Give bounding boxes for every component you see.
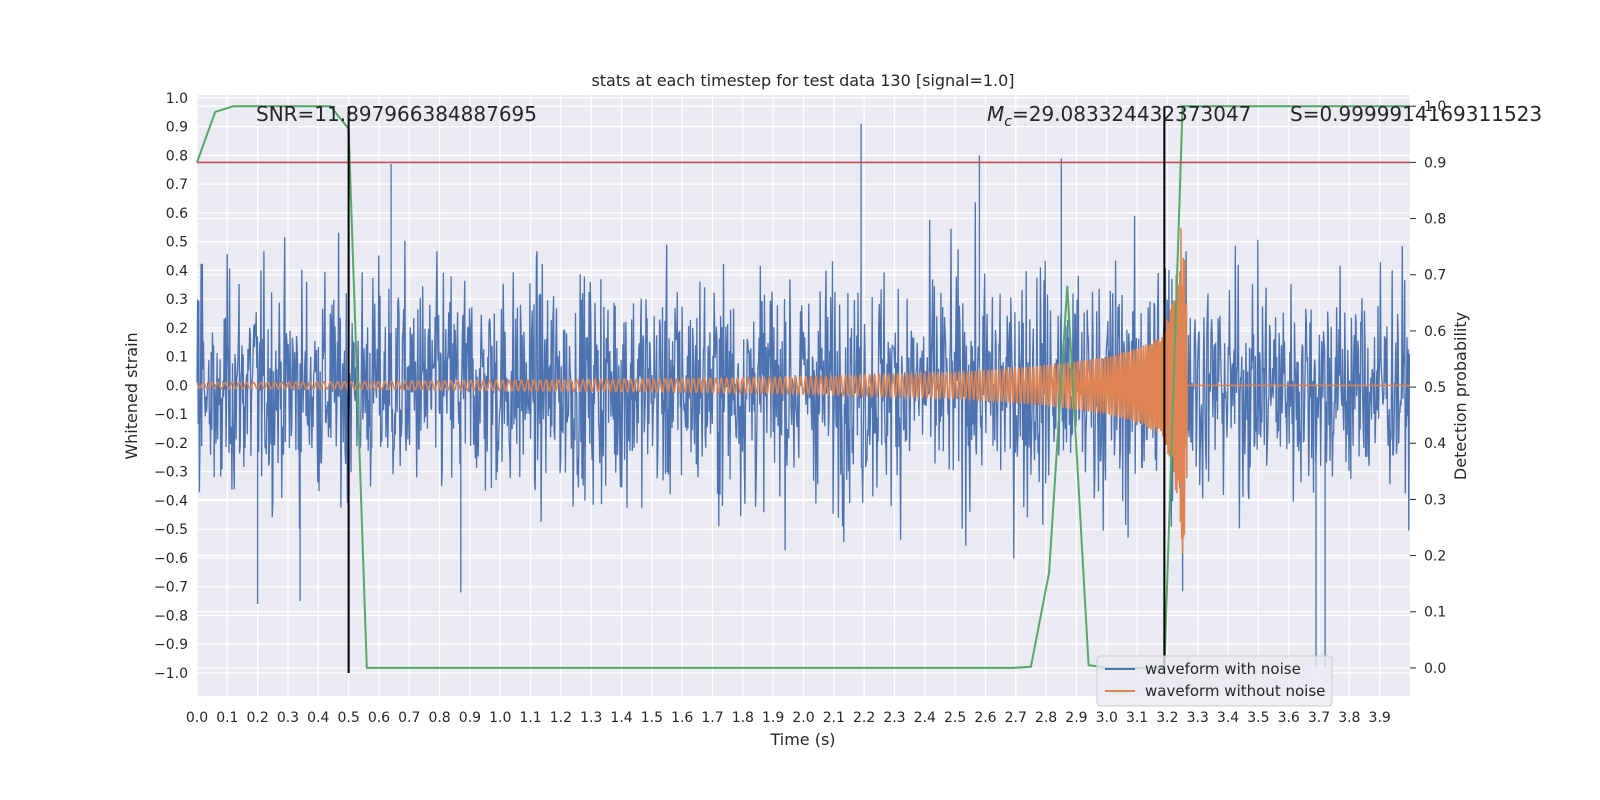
x-tick-label: 0.0: [186, 710, 208, 726]
x-tick-label: 2.0: [792, 710, 814, 726]
x-tick-label: 1.6: [671, 710, 693, 726]
y2-tick-label: 1.0: [1424, 99, 1446, 115]
y-tick-label: −0.6: [154, 551, 188, 567]
y-tick-label: −0.8: [154, 608, 188, 624]
chart-title: stats at each timestep for test data 130…: [591, 71, 1014, 90]
x-tick-label: 2.4: [914, 710, 936, 726]
y-tick-label: −0.3: [154, 465, 188, 481]
y2-tick-label: 0.5: [1424, 380, 1446, 396]
y-tick-label: −0.2: [154, 436, 188, 452]
x-tick-label: 3.2: [1156, 710, 1178, 726]
clean-waveform-line: [196, 228, 1410, 554]
legend-label-clean: waveform without noise: [1145, 682, 1325, 700]
x-tick-label: 0.8: [428, 710, 450, 726]
x-tick-label: 3.8: [1338, 710, 1360, 726]
x-tick-label: 0.4: [307, 710, 329, 726]
y-tick-label: −0.7: [154, 580, 188, 596]
x-tick-label: 1.5: [641, 710, 663, 726]
y-axis-label: Whitened strain: [122, 332, 141, 459]
detection-probability-series: [196, 105, 1410, 669]
y-tick-label: −0.1: [154, 407, 188, 423]
chirp-mass-annotation: Mc=29.083324432373047: [987, 102, 1251, 130]
x-tick-label: 2.6: [974, 710, 996, 726]
y2-tick-label: 0.7: [1424, 268, 1446, 284]
y-tick-label: 0.5: [166, 235, 188, 251]
x-tick-label: 1.9: [762, 710, 784, 726]
x-tick-label: 1.2: [550, 710, 572, 726]
y2-tick-labels: 1.0 0.9 0.8 0.7 0.6 0.5 0.4 0.3 0.2 0.1 0.0: [1410, 99, 1446, 677]
y-tick-label: 0.3: [166, 292, 188, 308]
y-tick-label: −0.5: [154, 522, 188, 538]
y-tick-label: −0.9: [154, 637, 188, 653]
x-tick-label: 3.7: [1308, 710, 1330, 726]
chirp-mass-symbol: M: [987, 102, 1004, 126]
y-tick-label: 0.7: [166, 177, 188, 193]
y2-tick-label: 0.4: [1424, 436, 1446, 452]
x-tick-label: 0.3: [277, 710, 299, 726]
x-tick-label: 2.2: [853, 710, 875, 726]
x-tick-label: 3.0: [1096, 710, 1118, 726]
x-tick-label: 2.9: [1065, 710, 1087, 726]
x-tick-label: 3.5: [1247, 710, 1269, 726]
legend-label-noise: waveform with noise: [1145, 660, 1301, 678]
chirp-mass-subscript: c: [1004, 114, 1012, 130]
y-tick-labels: 1.0 0.9 0.8 0.7 0.6 0.5 0.4 0.3 0.2 0.1 0.0 −0.1 −0.…: [154, 91, 188, 682]
clean-waveform-series: [196, 228, 1410, 554]
y2-tick-label: 0.8: [1424, 212, 1446, 228]
x-tick-label: 3.4: [1217, 710, 1239, 726]
y2-tick-label: 0.0: [1424, 661, 1446, 677]
x-tick-label: 1.4: [610, 710, 632, 726]
y2-tick-label: 0.1: [1424, 605, 1446, 621]
y-tick-label: 0.1: [166, 350, 188, 366]
chirp-mass-value: =29.083324432373047: [1012, 102, 1251, 126]
x-tick-label: 2.3: [883, 710, 905, 726]
x-tick-label: 2.5: [944, 710, 966, 726]
y-tick-label: −0.4: [154, 493, 188, 509]
y-tick-label: −1.0: [154, 666, 188, 682]
x-tick-label: 1.1: [519, 710, 541, 726]
x-tick-label: 0.1: [216, 710, 238, 726]
x-tick-label: 0.7: [398, 710, 420, 726]
x-tick-label: 1.3: [580, 710, 602, 726]
y2-tick-label: 0.3: [1424, 492, 1446, 508]
x-tick-labels: 0.0 0.1 0.2 0.3 0.4 0.5 0.6 0.7 0.8 0.9 1.0 1.1 1.2 1…: [186, 710, 1391, 726]
x-axis-label: Time (s): [769, 730, 835, 749]
x-tick-label: 1.8: [732, 710, 754, 726]
y-tick-label: 1.0: [166, 91, 188, 107]
y2-tick-label: 0.6: [1424, 324, 1446, 340]
legend-box: [1096, 655, 1333, 707]
x-tick-label: 3.6: [1278, 710, 1300, 726]
x-tick-label: 3.3: [1187, 710, 1209, 726]
x-tick-label: 2.8: [1035, 710, 1057, 726]
y-tick-label: 0.6: [166, 206, 188, 222]
y-tick-label: 0.9: [166, 120, 188, 136]
vertical-markers: [347, 106, 1166, 673]
y2-axis-label: Detection probability: [1451, 312, 1470, 480]
x-tick-label: 2.1: [823, 710, 845, 726]
x-tick-label: 3.9: [1369, 710, 1391, 726]
x-tick-label: 0.5: [337, 710, 359, 726]
x-tick-label: 3.1: [1126, 710, 1148, 726]
legend: waveform with noise waveform without noi…: [1096, 655, 1333, 707]
y2-tick-label: 0.9: [1424, 155, 1446, 171]
x-tick-label: 0.2: [247, 710, 269, 726]
x-tick-label: 2.7: [1005, 710, 1027, 726]
y-tick-label: 0.2: [166, 321, 188, 337]
snr-annotation: SNR=11.897966384887695: [256, 102, 537, 126]
y-tick-label: 0.4: [166, 263, 188, 279]
y-tick-label: 0.0: [166, 378, 188, 394]
x-tick-label: 1.0: [489, 710, 511, 726]
y-tick-label: 0.8: [166, 148, 188, 164]
x-tick-label: 0.6: [368, 710, 390, 726]
y2-tick-label: 0.2: [1424, 549, 1446, 565]
detection-probability-line: [196, 105, 1410, 669]
x-tick-label: 1.7: [701, 710, 723, 726]
x-tick-label: 0.9: [459, 710, 481, 726]
s-annotation: S=0.9999914169311523: [1290, 102, 1542, 126]
